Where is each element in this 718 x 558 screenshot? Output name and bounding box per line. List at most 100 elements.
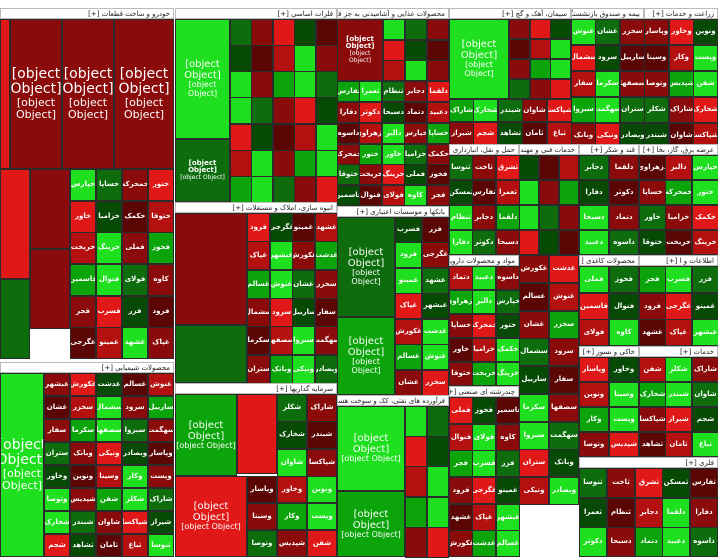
stock-tile[interactable]: شبندر <box>665 382 692 407</box>
stock-tile[interactable]: فزر <box>496 450 520 477</box>
stock-tile[interactable]: سفار <box>315 298 338 327</box>
stock-tile[interactable]: سفار <box>44 419 70 442</box>
stock-tile[interactable] <box>251 150 273 177</box>
stock-tile[interactable]: ثنظام <box>607 498 635 528</box>
stock-tile[interactable]: شپدیس <box>70 488 96 511</box>
stock-tile[interactable]: غشهد <box>449 504 473 531</box>
stock-tile[interactable] <box>316 45 338 72</box>
stock-tile[interactable]: [object Object][object Object] <box>175 476 247 557</box>
stock-tile[interactable]: خزامیا <box>665 205 692 230</box>
stock-tile[interactable]: دعبید <box>472 266 496 290</box>
stock-tile[interactable]: دالبر <box>472 290 496 314</box>
stock-tile[interactable] <box>519 180 539 205</box>
stock-tile[interactable]: کاوه <box>148 264 174 296</box>
stock-tile[interactable]: سخزر <box>315 270 338 299</box>
stock-tile[interactable] <box>316 19 338 46</box>
stock-tile[interactable]: دجابر <box>579 155 609 180</box>
stock-tile[interactable]: خریخت <box>359 164 382 185</box>
stock-tile[interactable]: خساپا <box>639 180 666 205</box>
stock-tile[interactable]: غسالم <box>519 283 549 311</box>
stock-tile[interactable] <box>273 150 295 177</box>
stock-tile[interactable]: [object Object][object Object] <box>337 217 395 317</box>
stock-tile[interactable]: ثاخت <box>607 468 635 498</box>
stock-tile[interactable]: غشان <box>292 270 315 299</box>
stock-tile[interactable] <box>273 124 295 151</box>
stock-tile[interactable] <box>383 60 405 81</box>
stock-tile[interactable]: خاور <box>639 205 666 230</box>
stock-tile[interactable] <box>30 169 70 249</box>
stock-tile[interactable]: شخارک <box>473 99 498 122</box>
stock-tile[interactable]: شخارک <box>639 382 666 407</box>
stock-tile[interactable] <box>251 45 273 72</box>
stock-tile[interactable] <box>530 79 551 99</box>
stock-tile[interactable]: شکلر <box>665 357 692 382</box>
stock-tile[interactable] <box>294 150 316 177</box>
stock-tile[interactable]: وپاسار <box>247 476 277 503</box>
stock-tile[interactable]: ثاخت <box>472 155 496 180</box>
stock-tile[interactable]: فولای <box>472 424 496 451</box>
stock-tile[interactable]: سهگمت <box>148 419 174 442</box>
stock-tile[interactable]: شاوان <box>522 99 547 122</box>
stock-tile[interactable]: سهگمت <box>549 422 579 450</box>
stock-tile[interactable]: شیراز <box>665 407 692 432</box>
stock-tile[interactable]: وپست <box>693 45 718 71</box>
stock-tile[interactable]: ثعمرا <box>496 180 520 205</box>
stock-tile[interactable]: فجر <box>427 185 450 206</box>
stock-tile[interactable]: سخزر <box>70 396 96 419</box>
stock-tile[interactable]: غبشهر <box>496 504 520 531</box>
stock-tile[interactable]: ثنوسا <box>579 468 607 498</box>
stock-tile[interactable]: وبانک <box>270 355 293 384</box>
stock-tile[interactable]: غکورش <box>395 319 422 345</box>
stock-tile[interactable] <box>0 19 10 169</box>
stock-tile[interactable]: ثعمرا <box>579 498 607 528</box>
stock-tile[interactable]: سکرما <box>519 394 549 422</box>
stock-tile[interactable]: غکورش <box>519 255 549 283</box>
stock-tile[interactable]: دکوثر <box>579 527 607 557</box>
stock-tile[interactable]: سکرما <box>247 326 270 355</box>
stock-tile[interactable]: دزهراوی <box>449 290 473 314</box>
stock-tile[interactable]: خاور <box>382 144 405 165</box>
stock-tile[interactable]: فولای <box>122 264 148 296</box>
stock-tile[interactable]: خرینگ <box>96 232 122 264</box>
sector-header[interactable]: انبوه سازی، املاک و مستغلات [+] <box>175 202 337 213</box>
stock-tile[interactable] <box>427 60 449 81</box>
stock-tile[interactable] <box>539 180 559 205</box>
stock-tile[interactable]: وبصادر <box>315 355 338 384</box>
stock-tile[interactable] <box>294 124 316 151</box>
stock-tile[interactable]: شبندر <box>307 421 337 449</box>
stock-tile[interactable]: غشان <box>595 19 620 45</box>
stock-tile[interactable]: ختوقا <box>639 230 666 255</box>
stock-tile[interactable]: غگرجی <box>70 327 96 359</box>
stock-tile[interactable]: غسالم <box>395 344 422 370</box>
stock-tile[interactable] <box>316 176 338 203</box>
stock-tile[interactable]: شیراز <box>148 511 174 534</box>
stock-tile[interactable]: وتوصا <box>247 530 277 557</box>
stock-tile[interactable]: غمینو <box>395 268 422 294</box>
stock-tile[interactable] <box>316 150 338 177</box>
stock-tile[interactable]: ستران <box>247 355 270 384</box>
stock-tile[interactable] <box>530 39 551 59</box>
stock-tile[interactable]: سبزوا <box>519 422 549 450</box>
stock-tile[interactable] <box>383 40 405 61</box>
stock-tile[interactable]: ستران <box>44 442 70 465</box>
stock-tile[interactable]: سشمال <box>571 45 596 71</box>
stock-tile[interactable] <box>559 205 579 230</box>
stock-tile[interactable]: خزامیا <box>96 201 122 233</box>
stock-tile[interactable]: دجابر <box>404 81 427 102</box>
stock-tile[interactable] <box>294 71 316 98</box>
stock-tile[interactable] <box>405 406 427 437</box>
stock-tile[interactable]: وکار <box>579 407 609 432</box>
stock-tile[interactable]: شکلر <box>122 488 148 511</box>
stock-tile[interactable]: ونوین <box>693 19 718 45</box>
stock-tile[interactable]: غپاک <box>247 241 270 270</box>
stock-tile[interactable]: ساربیل <box>292 298 315 327</box>
sector-header[interactable]: خودرو و ساخت قطعات [+] <box>0 8 174 19</box>
sector-header[interactable]: عرضه برق، گاز، بخا [+] <box>639 144 718 155</box>
stock-tile[interactable] <box>294 176 316 203</box>
stock-tile[interactable]: ستران <box>620 97 645 123</box>
sector-header[interactable]: سیمان، آهک و گچ [+] <box>449 8 571 19</box>
stock-tile[interactable]: خرینگ <box>692 230 718 255</box>
stock-tile[interactable] <box>405 40 427 61</box>
stock-tile[interactable]: ثامان <box>665 432 692 457</box>
stock-tile[interactable]: فخوز <box>148 232 174 264</box>
